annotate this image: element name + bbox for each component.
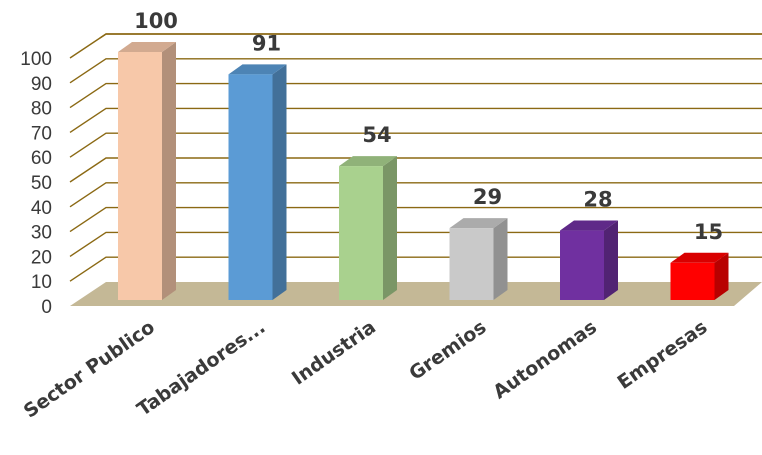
gridline bbox=[99, 33, 762, 39]
bar-side bbox=[272, 64, 287, 300]
bar-front bbox=[670, 262, 715, 300]
gridline bbox=[69, 206, 762, 233]
bar-side bbox=[604, 220, 618, 300]
bar-front bbox=[560, 230, 604, 300]
y-tick-label: 30 bbox=[31, 223, 52, 244]
y-tick-label: 70 bbox=[31, 123, 52, 144]
gridlines bbox=[69, 33, 762, 282]
bar-front bbox=[228, 74, 273, 300]
x-tick-label: Industria bbox=[288, 316, 380, 390]
bar bbox=[118, 42, 176, 300]
data-label: 91 bbox=[252, 31, 281, 55]
y-tick-label: 90 bbox=[31, 74, 52, 95]
y-tick-label: 10 bbox=[31, 272, 52, 293]
bar bbox=[339, 156, 397, 300]
y-tick-label: 0 bbox=[41, 297, 52, 318]
data-labels: 100 91 54 29 28 15 bbox=[134, 9, 723, 244]
gridline bbox=[69, 107, 762, 133]
bar-top bbox=[118, 42, 176, 52]
gridline bbox=[69, 82, 762, 109]
bar bbox=[449, 218, 508, 300]
gridline bbox=[69, 231, 762, 257]
bar-top bbox=[560, 220, 618, 231]
data-label: 100 bbox=[134, 9, 178, 33]
bar bbox=[228, 64, 287, 300]
data-label: 29 bbox=[473, 185, 502, 209]
gridline bbox=[69, 256, 762, 282]
x-tick-label: Autonomas bbox=[489, 316, 601, 403]
y-tick-label: 100 bbox=[20, 49, 52, 70]
y-tick-label: 50 bbox=[31, 173, 52, 194]
bar-top bbox=[449, 218, 508, 229]
bar-side bbox=[162, 42, 176, 300]
bar bbox=[670, 252, 729, 300]
bars bbox=[118, 42, 729, 300]
x-tick-label: Empresas bbox=[613, 316, 711, 394]
y-tick-label: 40 bbox=[31, 198, 52, 219]
gridline bbox=[69, 182, 762, 208]
y-tick-label: 20 bbox=[31, 247, 52, 268]
bar-front bbox=[118, 52, 162, 300]
bar bbox=[560, 220, 618, 300]
bar-side bbox=[383, 156, 397, 300]
bar-front bbox=[339, 166, 383, 300]
bar-side bbox=[714, 252, 729, 300]
data-label: 15 bbox=[694, 220, 723, 244]
data-label: 28 bbox=[583, 188, 612, 212]
y-tick-label: 60 bbox=[31, 148, 52, 169]
y-axis: 0 10 20 30 40 50 60 70 80 90 100 bbox=[20, 49, 52, 318]
x-tick-label: Gremios bbox=[405, 316, 490, 385]
gridline bbox=[69, 157, 762, 183]
gridline bbox=[69, 58, 762, 84]
y-tick-label: 80 bbox=[31, 99, 52, 120]
bar-top bbox=[339, 156, 397, 167]
bar-top bbox=[228, 64, 287, 75]
bar-side bbox=[493, 218, 508, 300]
bar-top bbox=[670, 252, 729, 263]
gridline bbox=[69, 132, 762, 158]
bar-front bbox=[449, 228, 494, 300]
data-label: 54 bbox=[362, 123, 391, 147]
